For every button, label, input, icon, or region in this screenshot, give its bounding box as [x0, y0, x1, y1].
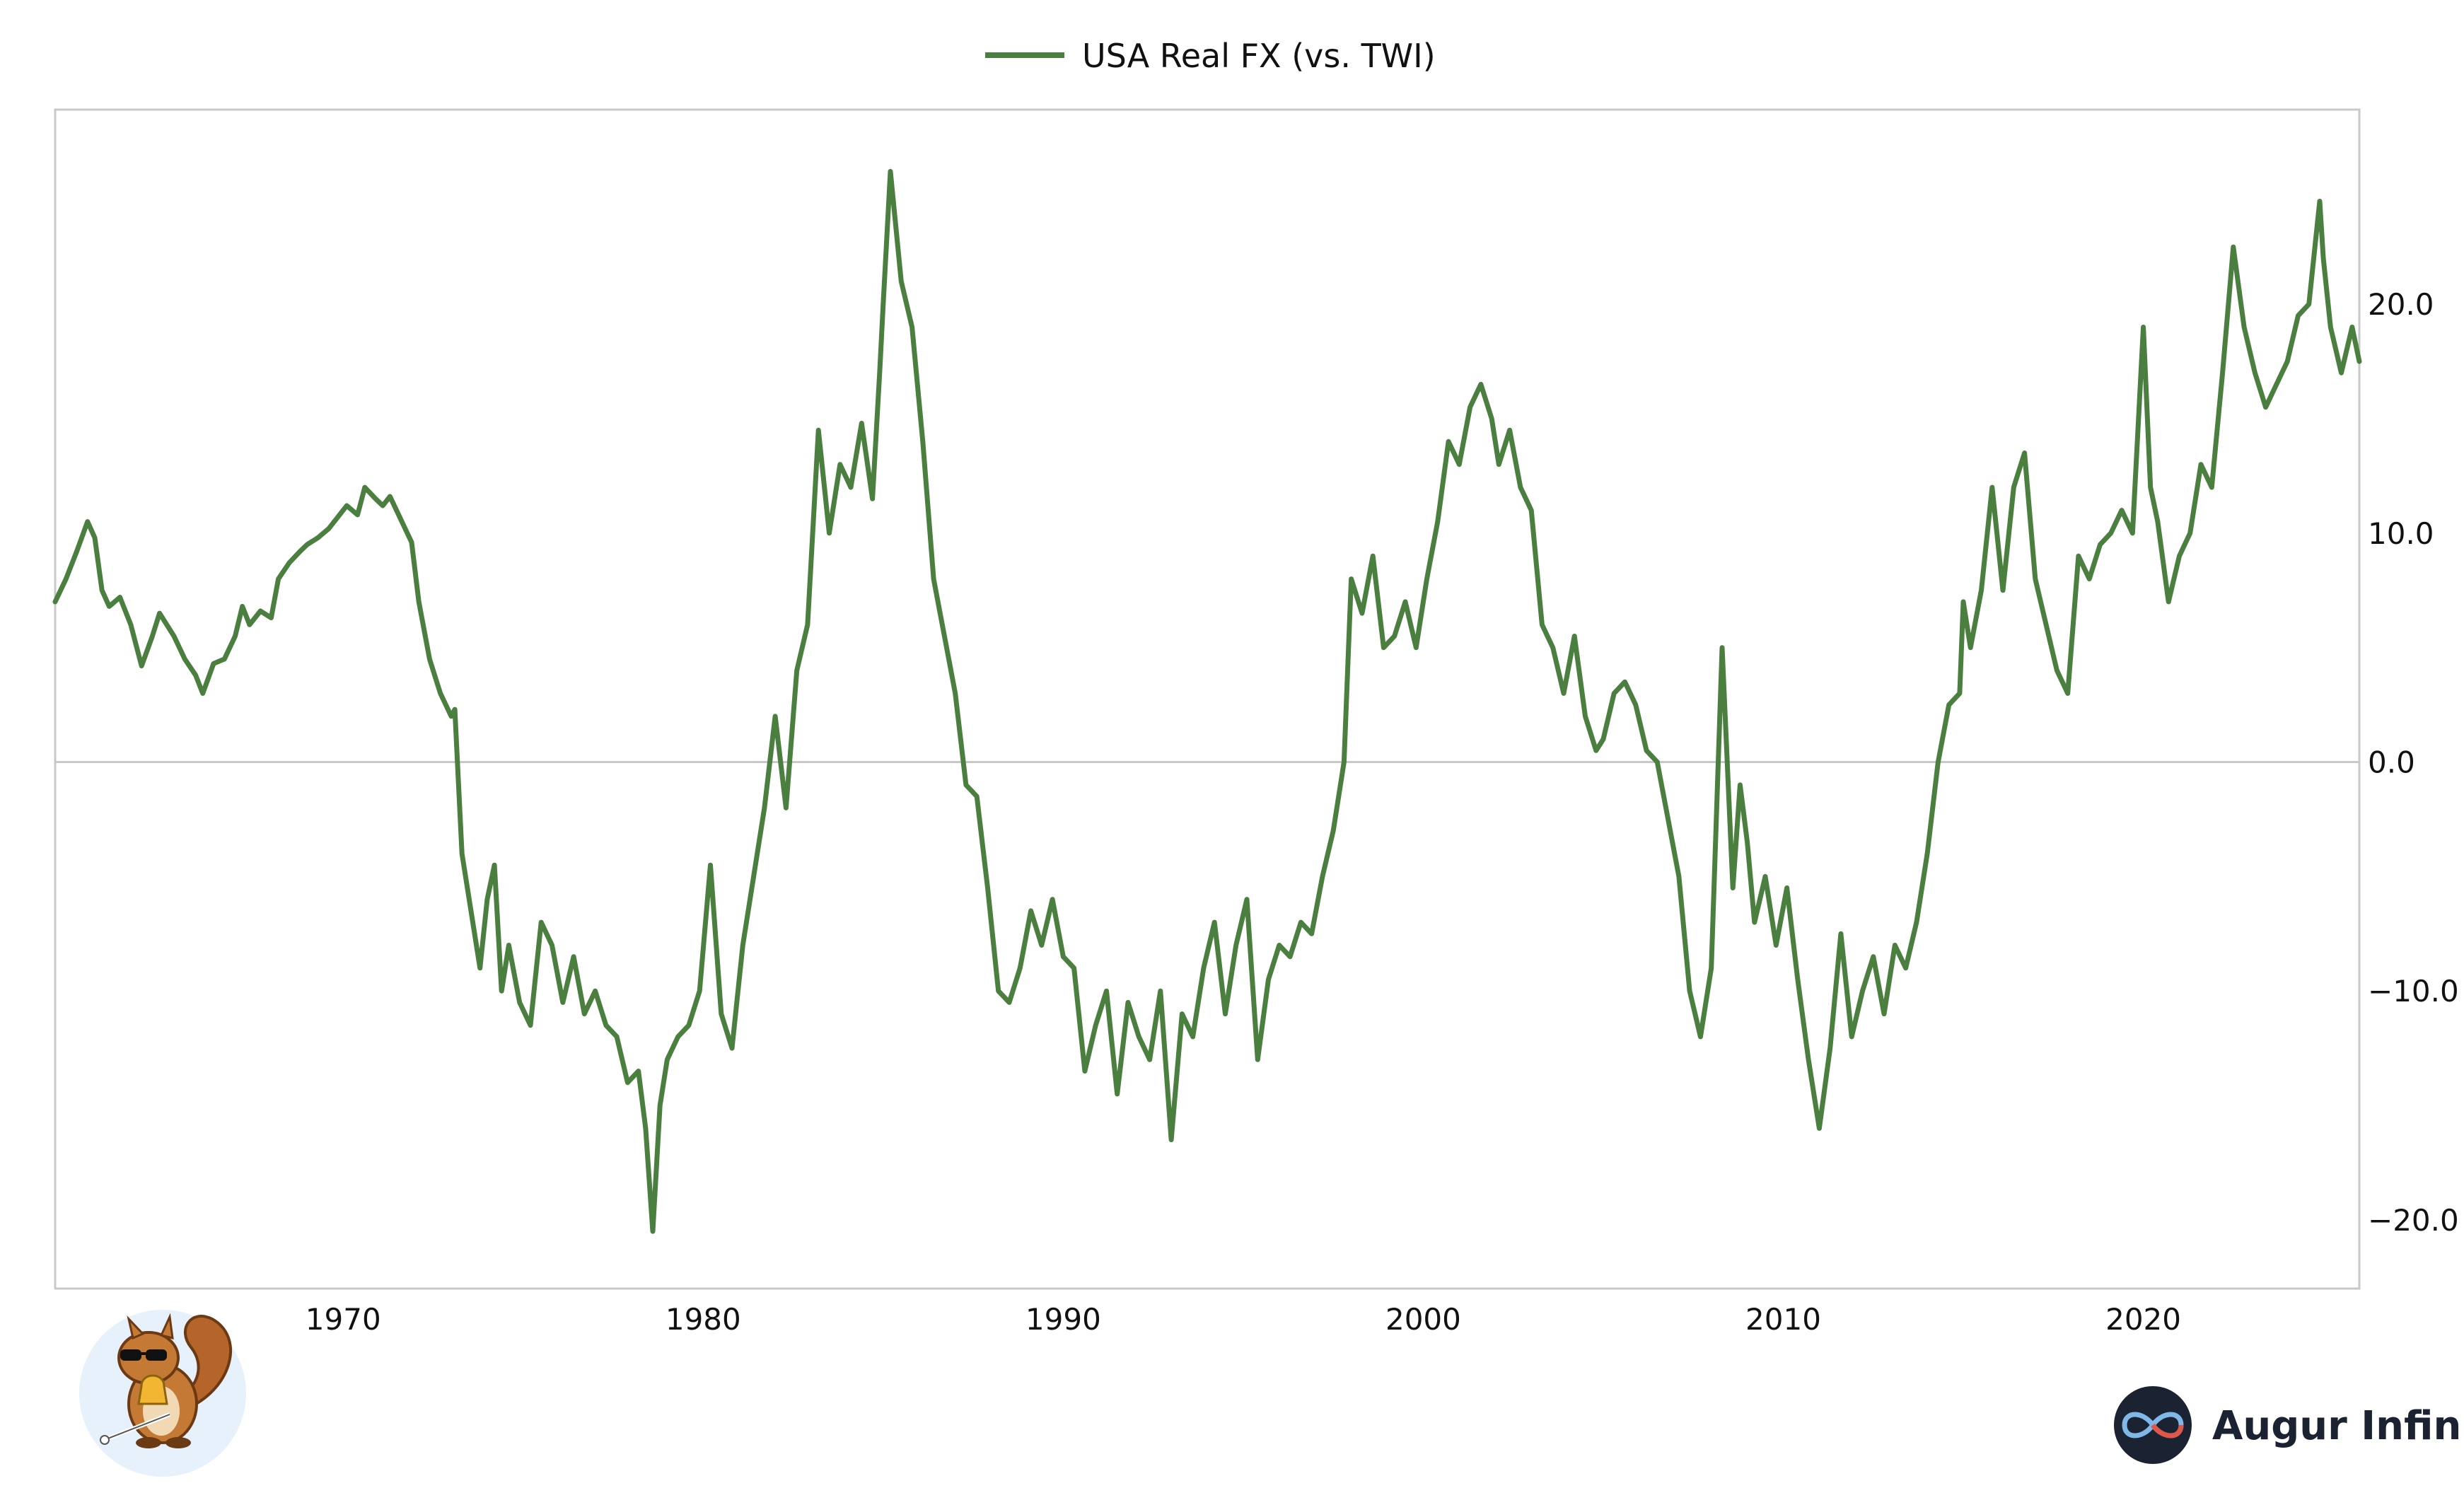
legend: USA Real FX (vs. TWI) [985, 37, 1436, 75]
y-tick-label: −20.0 [2368, 1203, 2459, 1238]
mascot-squirrel-logo [79, 1310, 246, 1477]
y-tick-label: −10.0 [2368, 974, 2459, 1009]
x-tick-label: 1990 [1025, 1302, 1101, 1337]
plot-frame [54, 108, 2361, 1290]
series-line-usa-real-fx [52, 168, 2362, 1234]
y-tick-label: 10.0 [2368, 516, 2434, 551]
y-tick-label: 0.0 [2368, 745, 2415, 780]
x-tick-label: 2010 [1745, 1302, 1821, 1337]
x-tick-label: 2000 [1385, 1302, 1461, 1337]
y-tick-label: 20.0 [2368, 287, 2434, 322]
brand-name: Augur Infinity [2212, 1403, 2464, 1449]
x-axis: 1970 1980 1990 2000 2010 2020 [306, 1302, 2181, 1337]
x-tick-label: 2020 [2105, 1302, 2181, 1337]
legend-label: USA Real FX (vs. TWI) [1082, 37, 1436, 75]
y-axis: 20.0 10.0 0.0 −10.0 −20.0 [2368, 287, 2459, 1238]
x-tick-label: 1970 [306, 1302, 381, 1337]
x-tick-label: 1980 [666, 1302, 741, 1337]
brand-logo: Augur Infinity [2114, 1386, 2464, 1464]
